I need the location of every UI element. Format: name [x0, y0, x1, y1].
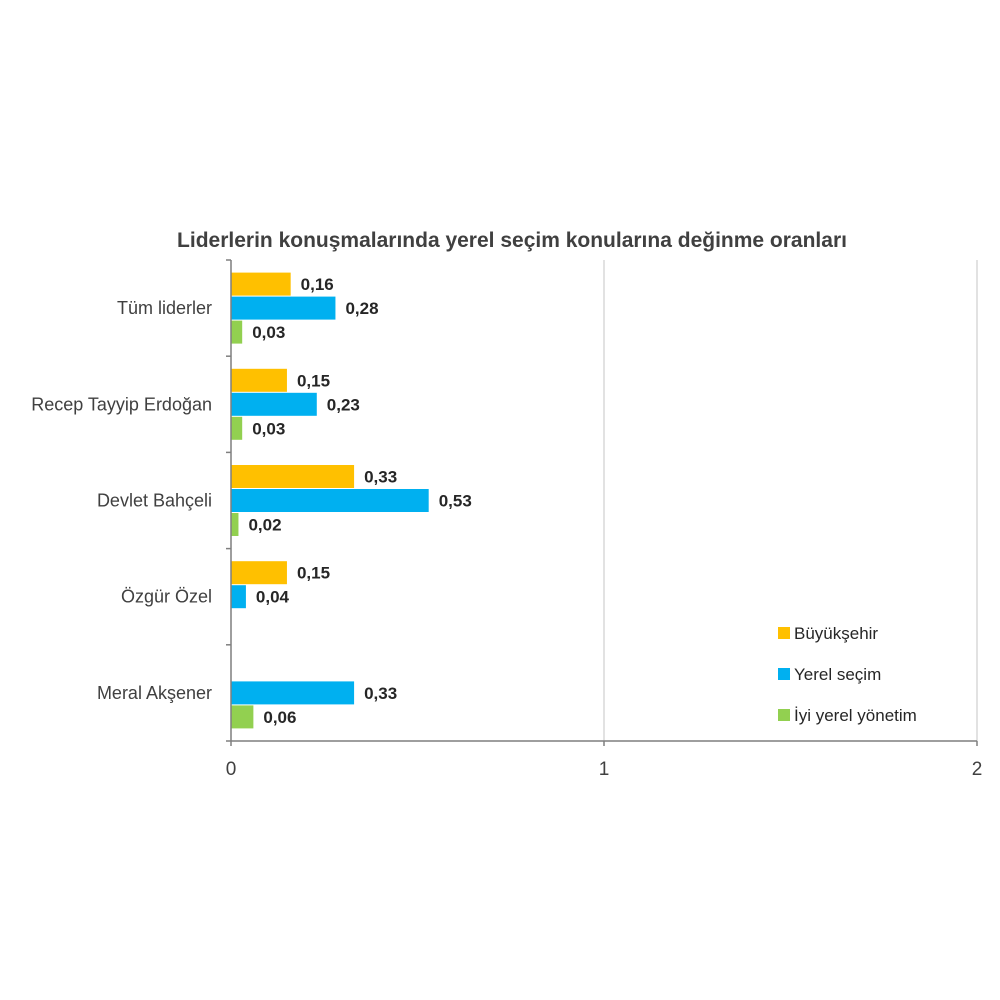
- bar: [231, 368, 287, 392]
- bar: [231, 272, 291, 296]
- x-tick-label: 1: [599, 759, 610, 780]
- x-tick-label: 2: [972, 759, 983, 780]
- legend: Büyükşehir Yerel seçim İyi yerel yönetim: [778, 624, 917, 725]
- bars: [231, 272, 429, 729]
- data-label: 0,06: [263, 708, 296, 727]
- chart-title: Liderlerin konuşmalarında yerel seçim ko…: [177, 229, 847, 252]
- data-labels: 0,16 0,28 0,03 0,15 0,23 0,03 0,33 0,53 0,02 0,15…: [248, 275, 471, 727]
- data-label: 0,23: [327, 395, 360, 414]
- bar: [231, 296, 336, 320]
- data-label: 0,53: [439, 492, 472, 511]
- bar: [231, 705, 254, 729]
- bar: [231, 392, 317, 416]
- data-label: 0,02: [248, 516, 281, 535]
- bar: [231, 513, 239, 536]
- bar: [231, 489, 429, 512]
- category-label: Devlet Bahçeli: [97, 491, 212, 511]
- bar: [231, 585, 246, 609]
- data-label: 0,15: [297, 564, 330, 583]
- category-label: Özgür Özel: [121, 587, 212, 607]
- legend-swatch: [778, 668, 790, 680]
- data-label: 0,03: [252, 419, 285, 438]
- data-label: 0,04: [256, 588, 290, 607]
- data-label: 0,15: [297, 371, 330, 390]
- legend-swatch: [778, 627, 790, 639]
- data-label: 0,28: [345, 299, 378, 318]
- legend-swatch: [778, 709, 790, 721]
- legend-label: Yerel seçim: [794, 665, 881, 684]
- bar: [231, 681, 355, 705]
- data-label: 0,33: [364, 468, 397, 487]
- bar: [231, 561, 287, 585]
- legend-label: İyi yerel yönetim: [794, 706, 917, 725]
- x-tick-label: 0: [226, 759, 237, 780]
- data-label: 0,03: [252, 323, 285, 342]
- data-label: 0,33: [364, 684, 397, 703]
- bar: [231, 416, 243, 440]
- bar: [231, 320, 243, 344]
- category-label: Meral Akşener: [97, 683, 212, 703]
- legend-label: Büyükşehir: [794, 624, 878, 643]
- bar: [231, 465, 355, 488]
- category-label: Recep Tayyip Erdoğan: [31, 394, 212, 414]
- axes: Tüm liderler Recep Tayyip Erdoğan Devlet B…: [31, 259, 983, 780]
- category-label: Tüm liderler: [117, 298, 212, 318]
- data-label: 0,16: [301, 275, 334, 294]
- gridlines: [603, 260, 978, 741]
